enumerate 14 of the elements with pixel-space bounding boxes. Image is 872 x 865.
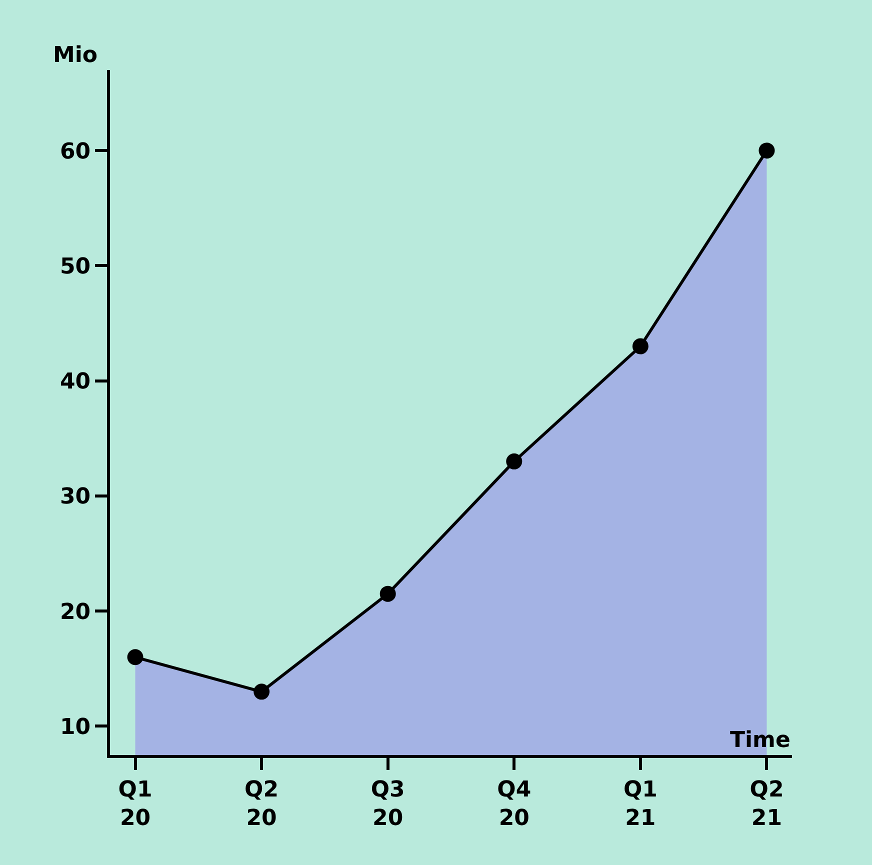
x-tick-label: Q2 21 (750, 777, 784, 831)
x-tick-label: Q3 20 (370, 777, 405, 831)
y-axis-title: Mio (53, 43, 98, 68)
y-tick-label: 10 (60, 714, 91, 740)
y-tick-label: 60 (60, 139, 91, 164)
x-tick-label: Q1 21 (623, 777, 658, 831)
y-tick-label: 50 (60, 254, 91, 280)
y-tick-label: 40 (60, 370, 91, 395)
x-tick-label: Q4 20 (497, 777, 532, 831)
x-tick-label: Q2 20 (244, 777, 279, 831)
y-tick-label: 30 (60, 484, 91, 510)
y-tick-label: 20 (60, 600, 91, 625)
x-tick-label: Q1 20 (118, 777, 152, 831)
x-axis-title: Time (730, 728, 790, 753)
